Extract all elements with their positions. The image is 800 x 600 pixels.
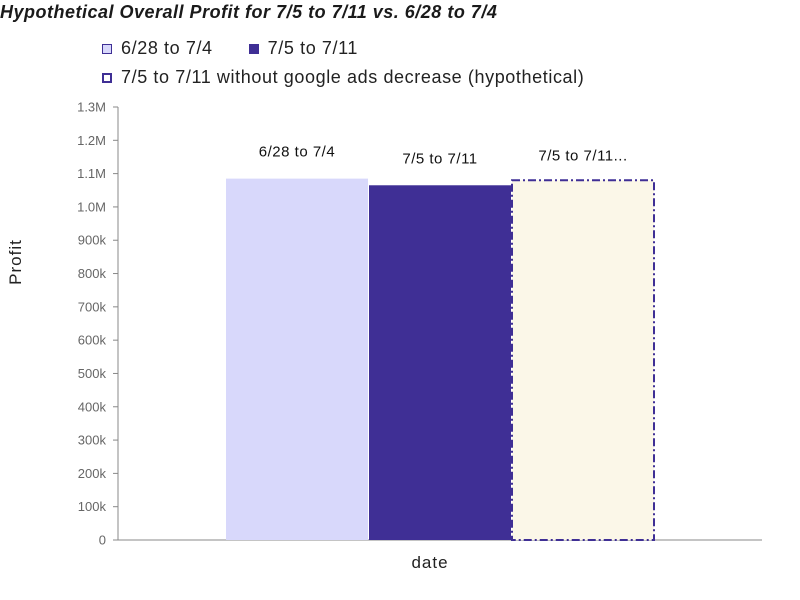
legend-swatch bbox=[102, 43, 112, 54]
y-tick-label: 1.0M bbox=[77, 199, 106, 214]
y-tick-label: 500k bbox=[78, 366, 107, 381]
bar bbox=[511, 179, 655, 541]
y-tick-label: 700k bbox=[78, 299, 107, 314]
bar-label: 6/28 to 7/4 bbox=[259, 144, 335, 161]
y-tick-label: 300k bbox=[78, 433, 107, 448]
legend-swatch bbox=[102, 72, 112, 83]
legend-label: 7/5 to 7/11 without google ads decrease … bbox=[121, 67, 585, 87]
legend-swatch bbox=[248, 43, 259, 54]
legend-item[interactable]: 6/28 to 7/4 bbox=[102, 38, 213, 59]
y-tick-label: 100k bbox=[78, 499, 107, 514]
legend-label: 6/28 to 7/4 bbox=[121, 38, 213, 58]
bar-label: 7/5 to 7/11... bbox=[538, 147, 627, 164]
bar bbox=[226, 178, 368, 540]
y-tick-label: 0 bbox=[99, 533, 106, 548]
y-tick-label: 800k bbox=[78, 266, 107, 281]
bar-label: 7/5 to 7/11 bbox=[402, 150, 477, 167]
y-tick-label: 200k bbox=[78, 466, 107, 481]
y-tick-label: 1.1M bbox=[77, 166, 106, 181]
legend: 7/5 to 7/11 without google ads decrease … bbox=[102, 67, 620, 88]
x-axis-title: date bbox=[411, 553, 448, 572]
legend-item[interactable]: 7/5 to 7/11 bbox=[248, 38, 359, 59]
legend-item[interactable]: 7/5 to 7/11 without google ads decrease … bbox=[102, 67, 584, 88]
legend-label: 7/5 to 7/11 bbox=[267, 38, 359, 58]
y-tick-label: 1.2M bbox=[77, 133, 106, 148]
y-axis-title: Profit bbox=[6, 239, 25, 285]
y-tick-label: 1.3M bbox=[77, 100, 106, 115]
y-tick-label: 600k bbox=[78, 333, 107, 348]
bar bbox=[369, 185, 511, 540]
chart-title: Hypothetical Overall Profit for 7/5 to 7… bbox=[0, 2, 498, 22]
legend: 6/28 to 7/4 7/5 to 7/11 bbox=[102, 38, 394, 59]
y-tick-label: 900k bbox=[78, 233, 107, 248]
y-tick-label: 400k bbox=[78, 399, 107, 414]
